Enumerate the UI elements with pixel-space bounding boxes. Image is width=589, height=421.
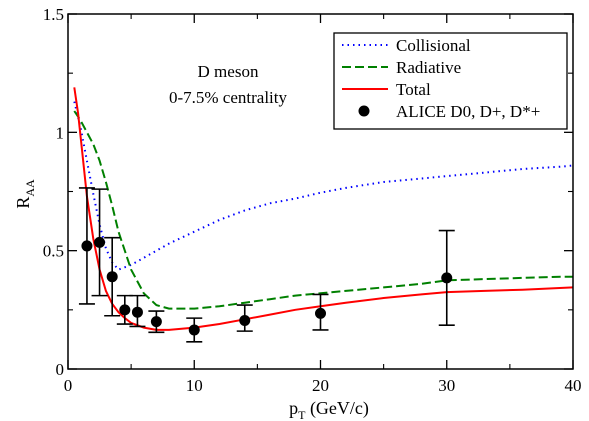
data-point-9 [438, 229, 455, 327]
x-tick-label: 40 [565, 376, 582, 395]
y-tick-label: 0.5 [43, 242, 64, 261]
annotation-line-2: 0-7.5% centrality [169, 88, 288, 107]
data-point-5 [148, 310, 165, 334]
data-point-2 [104, 236, 121, 317]
y-axis-title: RAA [13, 179, 37, 209]
legend: Collisional Radiative Total ALICE D0, D+, D… [333, 32, 568, 130]
data-point-1 [91, 188, 108, 297]
data-marker [119, 304, 131, 316]
data-marker [131, 306, 143, 318]
x-tick-label: 0 [64, 376, 73, 395]
data-marker [94, 236, 106, 248]
data-marker [81, 240, 93, 252]
axes: 0 10 20 30 40 0 0.5 1 1.5 [43, 5, 582, 395]
data-point-6 [186, 317, 203, 343]
y-tick-label: 0 [56, 360, 65, 379]
legend-marker-alice-d0-d-d- [358, 105, 370, 117]
data-point-8 [312, 293, 329, 331]
data-marker [315, 307, 326, 319]
annotation: D meson 0-7.5% centrality [169, 62, 288, 107]
series-line-total [73, 87, 574, 331]
series-line-radiative [73, 110, 573, 310]
annotation-line-1: D meson [198, 62, 259, 81]
y-tick-label: 1 [56, 123, 65, 142]
data-marker [441, 272, 453, 284]
data-point-7 [236, 304, 253, 332]
data-marker [106, 271, 118, 283]
x-tick-label: 20 [312, 376, 329, 395]
x-axis-title: pT (GeV/c) [289, 398, 369, 421]
data-marker [188, 324, 200, 336]
plot-area [73, 87, 574, 343]
data-marker [239, 314, 251, 326]
legend-label-alice-d0-d-d-: ALICE D0, D+, D*+ [396, 102, 540, 121]
data-point-0 [78, 187, 95, 305]
x-tick-label: 30 [438, 376, 455, 395]
legend-label-radiative: Radiative [396, 58, 461, 77]
x-tick-label: 10 [186, 376, 203, 395]
legend-label-collisional: Collisional [396, 36, 471, 55]
y-tick-label: 1.5 [43, 5, 64, 24]
data-point-4 [129, 294, 146, 328]
legend-box [333, 32, 568, 130]
legend-label-total: Total [396, 80, 431, 99]
data-marker [150, 316, 162, 328]
data-point-3 [116, 294, 133, 325]
